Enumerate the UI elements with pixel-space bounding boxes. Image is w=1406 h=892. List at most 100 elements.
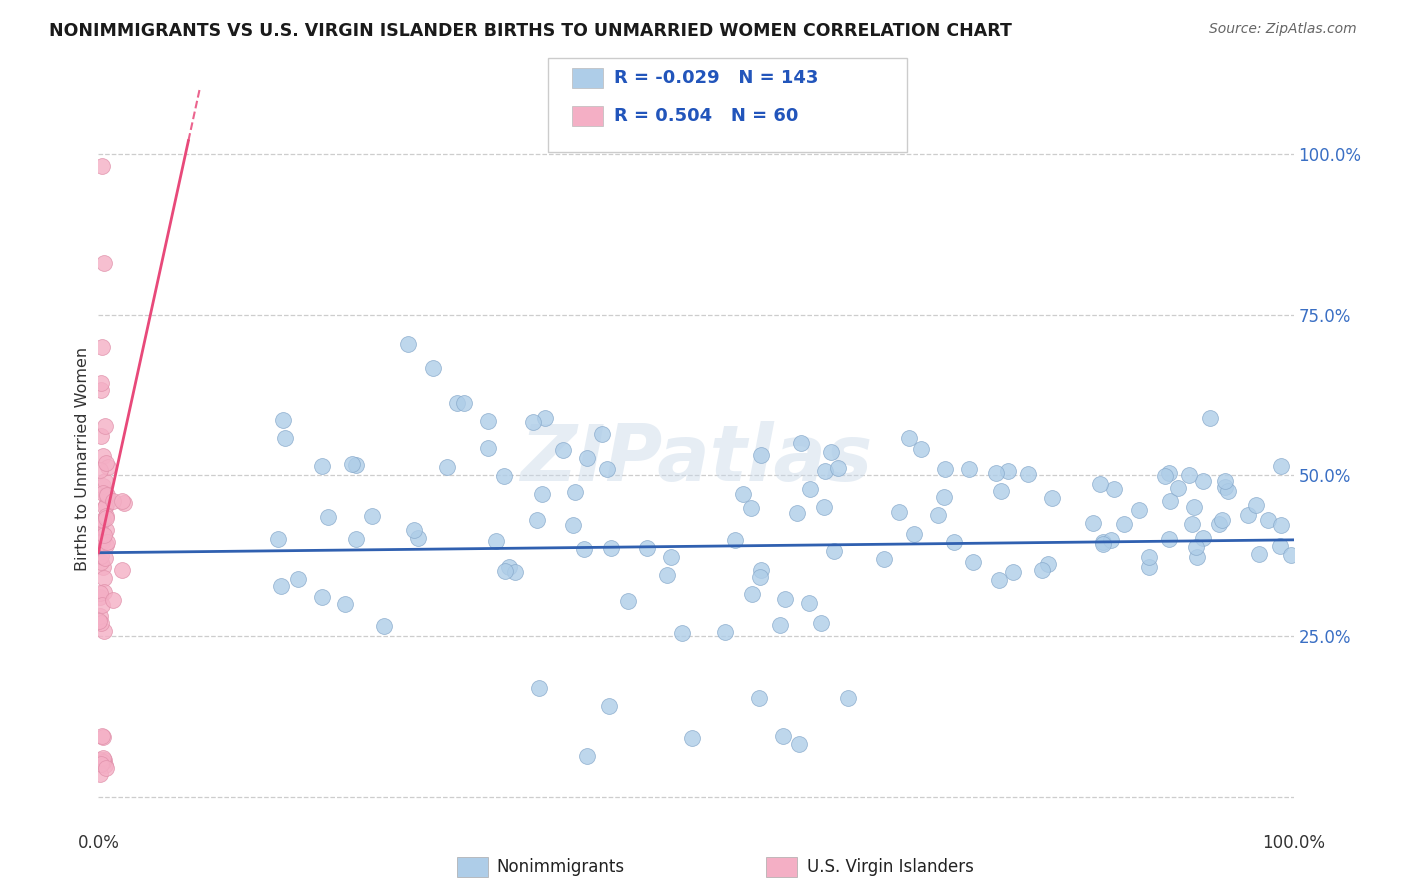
Point xyxy=(271,413,294,427)
Point xyxy=(93,585,115,599)
Point xyxy=(1218,483,1240,498)
Point xyxy=(446,396,468,410)
Point xyxy=(101,494,124,508)
Point xyxy=(572,542,595,557)
Point xyxy=(751,448,773,462)
Point xyxy=(89,590,111,604)
Point xyxy=(773,591,796,606)
Point xyxy=(90,549,112,563)
Point xyxy=(93,753,115,767)
Point xyxy=(872,552,894,566)
Point xyxy=(1247,547,1270,561)
Point xyxy=(1184,500,1206,515)
Point xyxy=(636,541,658,556)
Point xyxy=(90,383,112,397)
Point xyxy=(1128,503,1150,517)
Point xyxy=(790,436,813,450)
Point xyxy=(96,456,118,470)
Point xyxy=(889,505,911,519)
Point xyxy=(813,500,835,514)
Point xyxy=(360,508,382,523)
Point xyxy=(93,527,115,541)
Point xyxy=(90,757,112,772)
Point xyxy=(494,468,516,483)
Point xyxy=(741,587,763,601)
Point xyxy=(1112,516,1135,531)
Point xyxy=(90,616,112,631)
Point xyxy=(94,538,117,552)
Point xyxy=(93,479,115,493)
Point xyxy=(823,544,845,558)
Point xyxy=(671,626,693,640)
Point xyxy=(934,462,956,476)
Point xyxy=(316,510,339,524)
Point xyxy=(90,555,112,569)
Point xyxy=(526,513,548,527)
Point xyxy=(494,564,516,578)
Point xyxy=(274,431,297,445)
Point xyxy=(530,486,553,500)
Point xyxy=(89,585,111,599)
Point xyxy=(111,563,134,577)
Point xyxy=(1091,537,1114,551)
Point xyxy=(96,535,118,549)
Point xyxy=(453,396,475,410)
Point xyxy=(927,508,949,523)
Y-axis label: Births to Unmarried Women: Births to Unmarried Women xyxy=(75,347,90,572)
Point xyxy=(404,523,426,537)
Point xyxy=(1154,469,1177,483)
Point xyxy=(1040,491,1063,505)
Point xyxy=(1211,513,1233,527)
Point xyxy=(932,490,955,504)
Point xyxy=(591,426,613,441)
Text: Source: ZipAtlas.com: Source: ZipAtlas.com xyxy=(1209,22,1357,37)
Point xyxy=(94,757,117,772)
Point xyxy=(1159,532,1181,546)
Point xyxy=(1031,562,1053,576)
Point xyxy=(987,573,1010,587)
Point xyxy=(89,614,111,628)
Point xyxy=(96,509,118,524)
Point xyxy=(503,566,526,580)
Point xyxy=(562,518,585,533)
Point xyxy=(769,618,792,632)
Point xyxy=(1215,474,1237,488)
Point xyxy=(616,594,638,608)
Point xyxy=(91,751,114,765)
Point xyxy=(91,486,114,500)
Point xyxy=(724,533,747,547)
Point xyxy=(344,532,367,546)
Point xyxy=(1270,518,1292,533)
Point xyxy=(101,593,124,607)
Point xyxy=(96,488,118,502)
Point xyxy=(1099,533,1122,547)
Point xyxy=(96,488,118,502)
Point xyxy=(1137,559,1160,574)
Point xyxy=(797,596,820,610)
Point xyxy=(1137,550,1160,565)
Point xyxy=(1192,531,1215,545)
Point xyxy=(91,513,114,527)
Point xyxy=(596,461,619,475)
Point xyxy=(93,571,115,585)
Point xyxy=(267,532,290,546)
Point xyxy=(97,459,120,474)
Point xyxy=(787,737,810,751)
Text: NONIMMIGRANTS VS U.S. VIRGIN ISLANDER BIRTHS TO UNMARRIED WOMEN CORRELATION CHAR: NONIMMIGRANTS VS U.S. VIRGIN ISLANDER BI… xyxy=(49,22,1012,40)
Point xyxy=(1178,468,1201,483)
Point xyxy=(96,511,118,525)
Point xyxy=(799,482,821,496)
Point xyxy=(1088,476,1111,491)
Point xyxy=(1268,539,1291,553)
Text: R = 0.504   N = 60: R = 0.504 N = 60 xyxy=(614,107,799,125)
Point xyxy=(748,691,770,706)
Point xyxy=(897,432,920,446)
Point xyxy=(1215,480,1237,494)
Point xyxy=(1181,517,1204,532)
Point xyxy=(1192,474,1215,488)
Point xyxy=(91,535,114,549)
Point xyxy=(94,419,117,434)
Point xyxy=(1159,493,1181,508)
Point xyxy=(1270,458,1292,473)
Point xyxy=(91,531,114,545)
